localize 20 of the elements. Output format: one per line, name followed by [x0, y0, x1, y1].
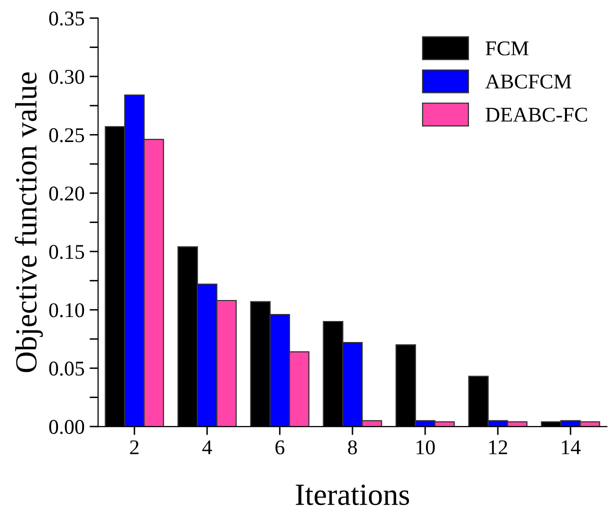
x-tick-label: 10 — [416, 440, 435, 454]
legend-label: DEABC-FC — [486, 108, 587, 122]
y-tick-label: 0.30 — [49, 70, 84, 84]
y-tick-label: 0.00 — [49, 420, 84, 434]
y-tick-label: 0.25 — [49, 128, 84, 142]
x-tick-label: 14 — [562, 440, 581, 454]
x-tick-label: 2 — [130, 440, 138, 454]
x-tick-label: 8 — [348, 440, 357, 454]
y-axis-title: Objective function value — [14, 72, 43, 372]
y-tick-label: 0.15 — [49, 244, 84, 260]
y-tick-label: 0.05 — [49, 362, 84, 376]
x-tick-label: 6 — [275, 440, 284, 454]
x-axis-title: Iterations — [296, 484, 410, 506]
x-tick-label: 4 — [202, 440, 212, 454]
legend-label: FCM — [486, 41, 528, 56]
x-tick-label: 12 — [489, 440, 508, 454]
y-tick-label: 0.10 — [49, 303, 84, 318]
y-tick-label: 0.35 — [49, 11, 84, 26]
y-tick-label: 0.20 — [49, 186, 84, 201]
legend-label: ABCFCM — [485, 74, 572, 89]
